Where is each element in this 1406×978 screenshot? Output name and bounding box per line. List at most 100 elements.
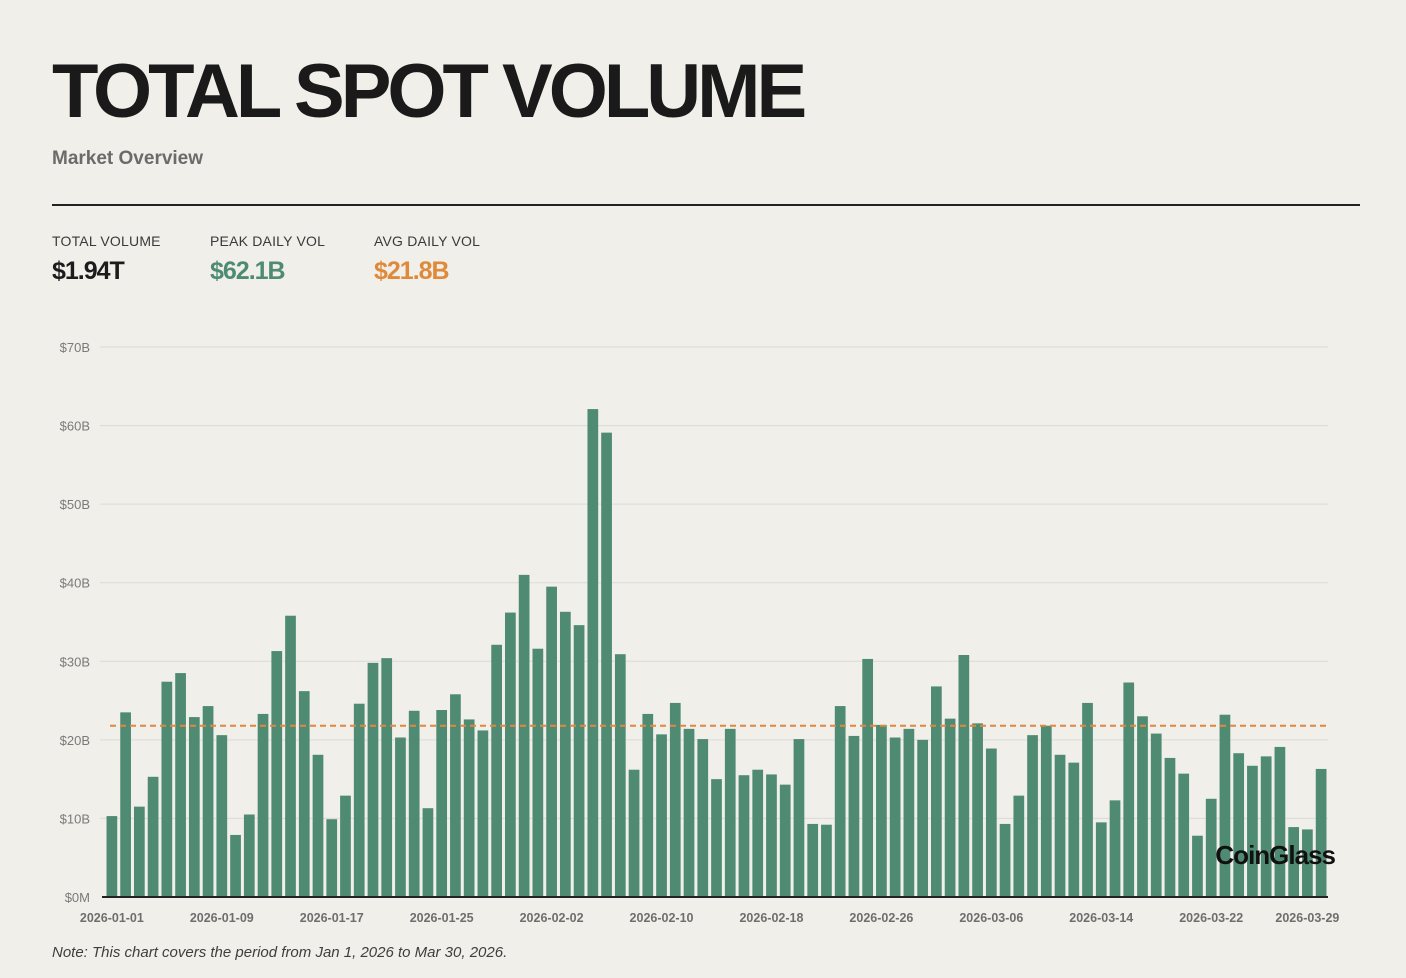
chart-title: TOTAL SPOT VOLUME xyxy=(52,49,807,134)
bar xyxy=(518,574,530,897)
bar xyxy=(1068,762,1080,897)
bar xyxy=(450,694,461,897)
x-tick-label: 2026-01-01 xyxy=(80,911,144,925)
x-tick-label: 2026-03-29 xyxy=(1275,911,1339,925)
bar xyxy=(1013,795,1025,897)
bar xyxy=(312,754,324,897)
bar xyxy=(628,769,640,897)
bar xyxy=(573,625,585,897)
y-tick-label: $20B xyxy=(60,733,90,748)
bar xyxy=(642,713,654,897)
bar xyxy=(147,776,159,897)
bar xyxy=(395,737,406,897)
chart-subtitle: Market Overview xyxy=(52,148,204,169)
stat-avg-daily-vol-value: $21.8B xyxy=(374,257,450,285)
bar xyxy=(738,775,750,897)
bar xyxy=(972,723,983,897)
x-tick-label: 2026-01-17 xyxy=(300,911,364,925)
bar xyxy=(1260,756,1272,897)
bar xyxy=(752,769,764,897)
bar xyxy=(285,615,296,897)
bar xyxy=(175,673,186,897)
stat-total-volume-label: TOTAL VOLUME xyxy=(52,233,161,249)
bar xyxy=(985,748,997,897)
x-tick-label: 2026-02-18 xyxy=(739,911,803,925)
bar xyxy=(463,719,475,897)
x-tick-label: 2026-03-14 xyxy=(1069,911,1133,925)
stat-total-volume-value: $1.94T xyxy=(52,257,125,285)
y-tick-label: $60B xyxy=(60,419,90,434)
bar xyxy=(1288,827,1300,897)
bar xyxy=(1054,754,1066,897)
stat-peak-daily-vol-value: $62.1B xyxy=(210,257,286,285)
y-tick-label: $50B xyxy=(60,497,90,512)
bar xyxy=(931,686,942,897)
bar xyxy=(202,706,214,897)
stat-avg-daily-vol-label: AVG DAILY VOL xyxy=(374,233,481,249)
stat-peak-daily-vol: PEAK DAILY VOL $62.1B xyxy=(210,233,325,286)
bar xyxy=(1123,682,1135,897)
bar xyxy=(491,644,502,897)
bar xyxy=(1205,798,1217,897)
bar xyxy=(257,713,269,897)
bar xyxy=(711,779,722,897)
bar xyxy=(1040,725,1052,897)
header-divider xyxy=(52,204,1360,206)
bar xyxy=(216,735,228,897)
bar xyxy=(697,739,709,897)
bar xyxy=(546,586,557,897)
bar xyxy=(724,728,736,897)
bar xyxy=(1164,757,1176,897)
bar xyxy=(1150,733,1162,897)
bar xyxy=(999,823,1011,897)
y-tick-label: $30B xyxy=(60,654,90,669)
bar xyxy=(367,662,379,897)
bar xyxy=(848,735,860,897)
bar xyxy=(1315,768,1327,897)
bar xyxy=(532,648,544,897)
x-tick-label: 2026-02-02 xyxy=(520,911,584,925)
bar xyxy=(917,739,928,897)
bar xyxy=(188,717,200,897)
bar xyxy=(422,808,434,897)
bar xyxy=(862,658,874,897)
bar xyxy=(958,655,970,897)
bar xyxy=(408,710,420,897)
x-tick-label: 2026-01-25 xyxy=(410,911,474,925)
bar xyxy=(793,739,805,897)
bar xyxy=(1274,746,1286,897)
bar xyxy=(1302,829,1313,897)
bar xyxy=(1178,773,1190,897)
chart-note: Note: This chart covers the period from … xyxy=(52,944,508,961)
bar xyxy=(903,728,915,897)
bar xyxy=(1082,702,1093,897)
bar xyxy=(298,691,310,897)
bar xyxy=(1233,753,1245,897)
bar xyxy=(271,651,283,897)
bar xyxy=(436,710,448,897)
x-tick-label: 2026-02-26 xyxy=(849,911,913,925)
bar xyxy=(161,681,173,897)
bar xyxy=(656,734,667,897)
bar xyxy=(230,834,241,897)
bar xyxy=(669,702,681,897)
y-tick-label: $70B xyxy=(60,340,90,355)
bar xyxy=(120,712,131,897)
bar xyxy=(807,823,819,897)
bar xyxy=(1247,765,1258,897)
bar xyxy=(683,728,695,897)
bar xyxy=(353,703,365,897)
bar xyxy=(381,658,393,897)
x-tick-label: 2026-03-06 xyxy=(959,911,1023,925)
x-tick-label: 2026-01-09 xyxy=(190,911,254,925)
bar xyxy=(243,814,255,897)
coinglass-watermark: CoinGlass xyxy=(1215,840,1335,870)
y-tick-label: $10B xyxy=(60,811,90,826)
bar xyxy=(1137,716,1148,897)
bar xyxy=(876,724,887,897)
stat-total-volume: TOTAL VOLUME $1.94T xyxy=(52,233,161,286)
y-tick-label: $40B xyxy=(60,576,90,591)
y-tick-label: $0M xyxy=(65,890,90,905)
x-tick-label: 2026-03-22 xyxy=(1179,911,1243,925)
bar xyxy=(834,706,846,897)
